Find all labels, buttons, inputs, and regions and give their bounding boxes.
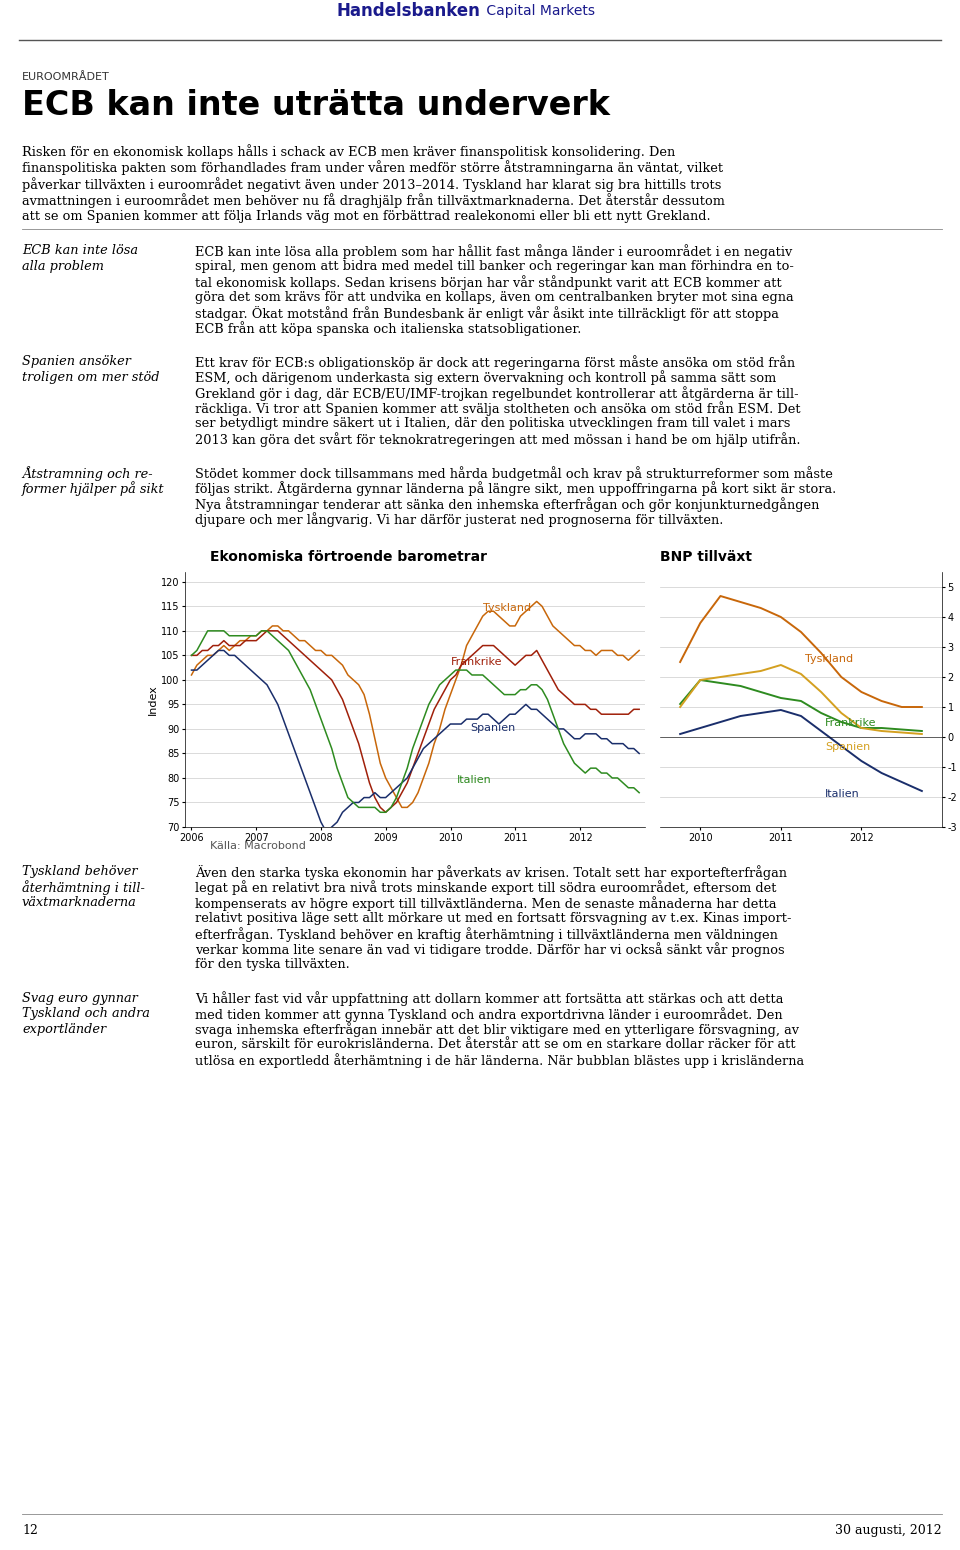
- Text: Spanien: Spanien: [826, 742, 871, 752]
- Text: Källa: Macrobond: Källa: Macrobond: [210, 842, 306, 851]
- Text: Vi håller fast vid vår uppfattning att dollarn kommer att fortsätta att stärkas : Vi håller fast vid vår uppfattning att d…: [195, 992, 783, 1006]
- Text: EUROOMRÅDET: EUROOMRÅDET: [22, 71, 109, 82]
- Text: med tiden kommer att gynna Tyskland och andra exportdrivna länder i euroområdet.: med tiden kommer att gynna Tyskland och …: [195, 1008, 782, 1021]
- Text: legat på en relativt bra nivå trots minskande export till södra euroområdet, eft: legat på en relativt bra nivå trots mins…: [195, 880, 777, 896]
- Text: ser betydligt mindre säkert ut i Italien, där den politiska utvecklingen fram ti: ser betydligt mindre säkert ut i Italien…: [195, 417, 790, 429]
- Text: Ekonomiska förtroende barometrar: Ekonomiska förtroende barometrar: [210, 550, 487, 564]
- Text: 2013 kan göra det svårt för teknokratregeringen att med mössan i hand be om hjäl: 2013 kan göra det svårt för teknokratreg…: [195, 432, 801, 448]
- Text: Svag euro gynnar: Svag euro gynnar: [22, 992, 137, 1004]
- Text: Italien: Italien: [457, 775, 492, 784]
- Text: Italien: Italien: [826, 789, 860, 798]
- Text: ECB kan inte uträtta underverk: ECB kan inte uträtta underverk: [22, 88, 610, 122]
- Text: exportländer: exportländer: [22, 1023, 107, 1035]
- Text: Ett krav för ECB:s obligationsköp är dock att regeringarna först måste ansöka om: Ett krav för ECB:s obligationsköp är doc…: [195, 355, 795, 370]
- Text: finanspolitiska pakten som förhandlades fram under våren medför större åtstramni: finanspolitiska pakten som förhandlades …: [22, 161, 723, 175]
- Text: Tyskland och andra: Tyskland och andra: [22, 1008, 150, 1020]
- Text: att se om Spanien kommer att följa Irlands väg mot en förbättrad realekonomi ell: att se om Spanien kommer att följa Irlan…: [22, 209, 710, 223]
- Text: euron, särskilt för eurokrisländerna. Det återstår att se om en starkare dollar : euron, särskilt för eurokrisländerna. De…: [195, 1038, 796, 1052]
- Text: för den tyska tillväxten.: för den tyska tillväxten.: [195, 958, 349, 970]
- Text: relativt positiva läge sett allt mörkare ut med en fortsatt försvagning av t.ex.: relativt positiva läge sett allt mörkare…: [195, 911, 791, 924]
- Text: 30 augusti, 2012: 30 augusti, 2012: [835, 1524, 942, 1538]
- Text: BNP tillväxt: BNP tillväxt: [660, 550, 752, 564]
- Text: Capital Markets: Capital Markets: [482, 3, 595, 17]
- Text: Även den starka tyska ekonomin har påverkats av krisen. Totalt sett har exportef: Även den starka tyska ekonomin har påver…: [195, 865, 787, 880]
- Text: utlösa en exportledd återhämtning i de här länderna. När bubblan blästes upp i k: utlösa en exportledd återhämtning i de h…: [195, 1054, 804, 1068]
- Text: former hjälper på sikt: former hjälper på sikt: [22, 482, 164, 496]
- Text: växtmarknaderna: växtmarknaderna: [22, 896, 136, 908]
- Text: Stödet kommer dock tillsammans med hårda budgetmål och krav på strukturreformer : Stödet kommer dock tillsammans med hårda…: [195, 467, 833, 480]
- Text: Tyskland behöver: Tyskland behöver: [22, 865, 137, 877]
- Text: Frankrike: Frankrike: [826, 719, 876, 728]
- Y-axis label: Index: Index: [148, 684, 158, 715]
- Text: återhämtning i till-: återhämtning i till-: [22, 880, 145, 896]
- Text: alla problem: alla problem: [22, 259, 104, 273]
- Text: ECB kan inte lösa: ECB kan inte lösa: [22, 243, 138, 257]
- Text: spiral, men genom att bidra med medel till banker och regeringar kan man förhind: spiral, men genom att bidra med medel ti…: [195, 259, 794, 273]
- Text: påverkar tillväxten i euroområdet negativt även under 2013–2014. Tyskland har kl: påverkar tillväxten i euroområdet negati…: [22, 177, 721, 192]
- Text: Handelsbanken: Handelsbanken: [336, 2, 480, 20]
- Text: 12: 12: [22, 1524, 37, 1538]
- Text: ECB kan inte lösa alla problem som har hållit fast många länder i euroområdet i : ECB kan inte lösa alla problem som har h…: [195, 243, 792, 259]
- Text: Åtstramning och re-: Åtstramning och re-: [22, 467, 153, 480]
- Text: efterfrågan. Tyskland behöver en kraftig återhämtning i tillväxtländerna men väl: efterfrågan. Tyskland behöver en kraftig…: [195, 927, 778, 942]
- Text: Grekland gör i dag, där ECB/EU/IMF-trojkan regelbundet kontrollerar att åtgärder: Grekland gör i dag, där ECB/EU/IMF-trojk…: [195, 386, 799, 401]
- Text: räckliga. Vi tror att Spanien kommer att svälja stoltheten och ansöka om stöd fr: räckliga. Vi tror att Spanien kommer att…: [195, 401, 801, 417]
- Text: stadgar. Ökat motstånd från Bundesbank är enligt vår åsikt inte tillräckligt för: stadgar. Ökat motstånd från Bundesbank ä…: [195, 305, 779, 321]
- Text: Spanien: Spanien: [470, 724, 516, 733]
- Text: ECB från att köpa spanska och italienska statsobligationer.: ECB från att köpa spanska och italienska…: [195, 321, 582, 336]
- Text: Frankrike: Frankrike: [450, 657, 502, 666]
- Text: troligen om mer stöd: troligen om mer stöd: [22, 370, 159, 383]
- Text: Risken för en ekonomisk kollaps hålls i schack av ECB men kräver finanspolitisk : Risken för en ekonomisk kollaps hålls i …: [22, 144, 675, 160]
- Text: göra det som krävs för att undvika en kollaps, även om centralbanken bryter mot : göra det som krävs för att undvika en ko…: [195, 290, 794, 304]
- Text: ESM, och därigenom underkasta sig extern övervakning och kontroll på samma sätt : ESM, och därigenom underkasta sig extern…: [195, 370, 777, 386]
- Text: svaga inhemska efterfrågan innebär att det blir viktigare med en ytterligare för: svaga inhemska efterfrågan innebär att d…: [195, 1023, 799, 1037]
- Text: Tyskland: Tyskland: [805, 654, 853, 663]
- Text: kompenserats av högre export till tillväxtländerna. Men de senaste månaderna har: kompenserats av högre export till tillvä…: [195, 896, 777, 911]
- Text: Tyskland: Tyskland: [483, 603, 531, 614]
- Text: Nya åtstramningar tenderar att sänka den inhemska efterfrågan och gör konjunktur: Nya åtstramningar tenderar att sänka den…: [195, 498, 820, 512]
- Text: följas strikt. Åtgärderna gynnar länderna på längre sikt, men uppoffringarna på : följas strikt. Åtgärderna gynnar ländern…: [195, 482, 836, 496]
- Text: tal ekonomisk kollaps. Sedan krisens början har vår ståndpunkt varit att ECB kom: tal ekonomisk kollaps. Sedan krisens bör…: [195, 274, 781, 290]
- Text: djupare och mer långvarig. Vi har därför justerat ned prognoserna för tillväxten: djupare och mer långvarig. Vi har därför…: [195, 513, 724, 527]
- Text: verkar komma lite senare än vad vi tidigare trodde. Därför har vi också sänkt vå: verkar komma lite senare än vad vi tidig…: [195, 942, 784, 958]
- Text: avmattningen i euroområdet men behöver nu få draghjälp från tillväxtmarknaderna.: avmattningen i euroområdet men behöver n…: [22, 194, 725, 208]
- Text: Spanien ansöker: Spanien ansöker: [22, 355, 131, 367]
